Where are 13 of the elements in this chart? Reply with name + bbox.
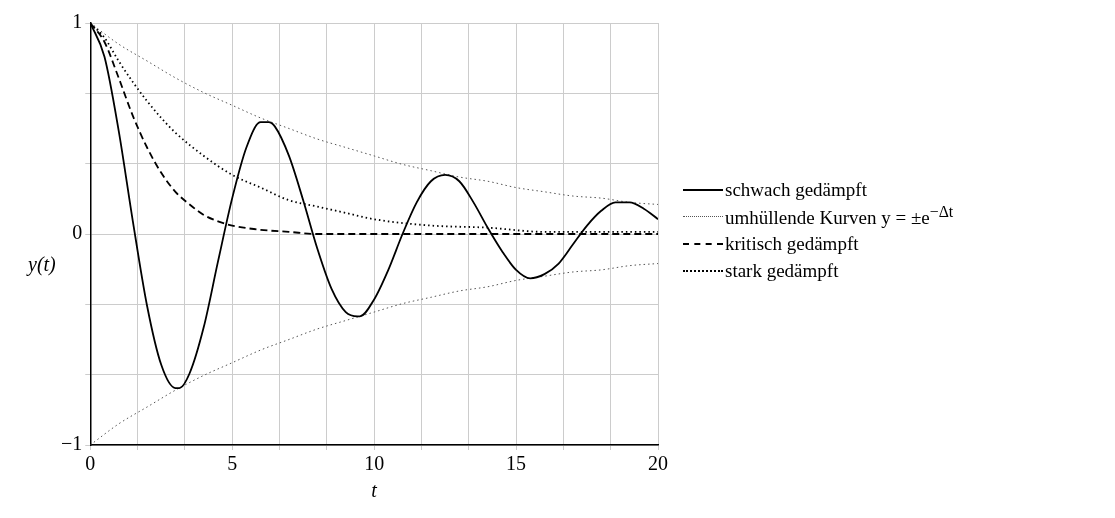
legend-label: stark gedämpft — [725, 259, 839, 282]
legend-label: umhüllende Kurven y = ±e$^{−Δt}$ — [725, 203, 954, 230]
x-tick-label: 5 — [227, 452, 238, 475]
x-tick-label: 15 — [506, 452, 527, 475]
x-tick-label: 10 — [364, 452, 385, 475]
y-tick-label: 0 — [72, 221, 83, 244]
y-tick-label: −1 — [61, 432, 83, 455]
y-tick-label: 1 — [72, 10, 83, 33]
x-axis-title: t — [371, 479, 378, 502]
x-tick-label: 20 — [648, 452, 668, 475]
legend-label: kritisch gedämpft — [725, 232, 859, 255]
legend-label: schwach gedämpft — [725, 178, 867, 201]
y-axis-title: y(t) — [28, 253, 56, 276]
